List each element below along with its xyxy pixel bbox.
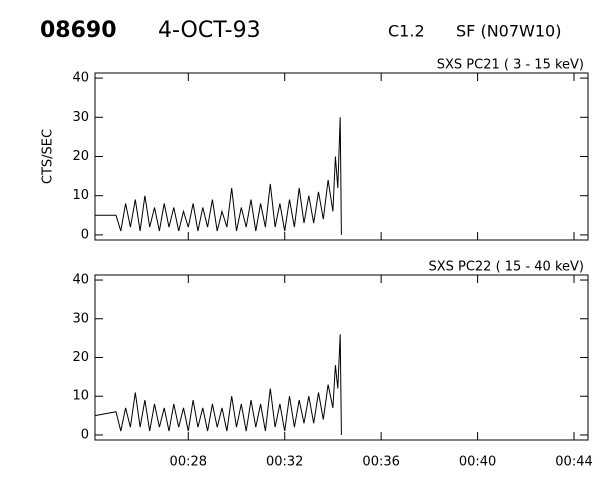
y-tick-label: 10 xyxy=(72,188,89,203)
y-tick-label: 0 xyxy=(81,427,89,442)
x-tick-label: 00:28 xyxy=(170,455,207,470)
event-id: 08690 xyxy=(40,18,117,43)
y-axis-label: CTS/SEC xyxy=(41,129,56,184)
location: SF (N07W10) xyxy=(456,22,561,41)
y-tick-label: 20 xyxy=(72,350,89,365)
panel-title: SXS PC22 ( 15 - 40 keV) xyxy=(428,260,584,275)
y-tick-label: 30 xyxy=(72,311,89,326)
x-tick-label: 00:44 xyxy=(555,455,592,470)
x-tick-label: 00:40 xyxy=(459,455,496,470)
data-line xyxy=(94,334,342,436)
panel-title: SXS PC21 ( 3 - 15 keV) xyxy=(437,58,584,73)
y-tick-label: 40 xyxy=(72,273,89,288)
date: 4-OCT-93 xyxy=(158,18,261,43)
x-tick-label: 00:32 xyxy=(266,455,303,470)
x-tick-label: 00:36 xyxy=(362,455,399,470)
data-line xyxy=(95,117,342,235)
y-tick-label: 30 xyxy=(72,110,89,125)
flare-class: C1.2 xyxy=(388,22,425,41)
y-tick-label: 20 xyxy=(72,149,89,164)
y-tick-label: 40 xyxy=(72,71,89,86)
y-tick-label: 10 xyxy=(72,389,89,404)
y-tick-label: 0 xyxy=(81,227,89,242)
